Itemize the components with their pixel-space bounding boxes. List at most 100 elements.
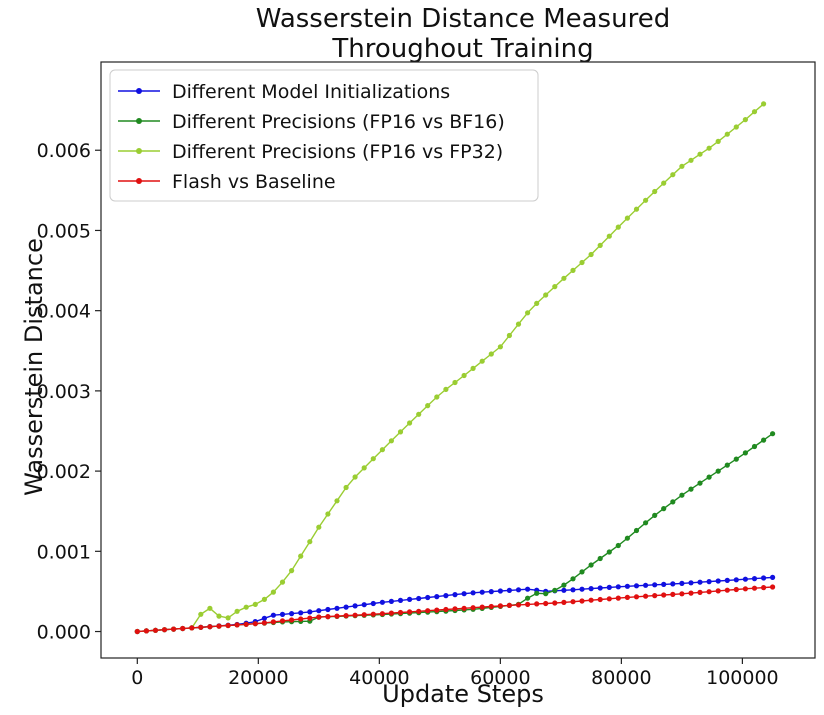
data-point [352,474,358,480]
y-tick-label: 0.006 [37,140,91,162]
data-point [615,542,621,549]
data-point [679,492,685,498]
legend: Different Model Initializations Different… [109,69,539,202]
data-point [606,584,612,591]
data-point [742,576,749,582]
data-point [742,450,749,456]
series-line [137,433,774,633]
data-point [652,512,658,519]
data-point [488,603,494,610]
data-point [171,626,177,632]
data-point [388,598,394,605]
y-tick-label: 0.001 [37,541,91,563]
data-point [652,188,658,195]
data-point [724,131,730,137]
legend-swatch-marker [136,118,142,124]
legend-label: Different Precisions (FP16 vs BF16) [172,111,505,133]
data-point [670,591,676,598]
legend-label: Different Model Initializations [172,81,450,103]
chart-title-line-1: Wasserstein Distance Measured [255,4,671,34]
data-point [579,259,585,266]
data-point [261,596,267,603]
data-point [751,109,758,115]
data-point [379,611,385,617]
data-point [307,609,313,615]
data-point [334,605,340,611]
y-tick-label: 0.004 [37,301,91,323]
data-point [706,589,712,595]
data-point [724,587,730,593]
data-point [370,600,376,607]
data-point [597,585,603,591]
data-point [661,180,667,186]
data-point [506,602,512,609]
data-point [661,581,667,588]
legend-label: Flash vs Baseline [172,171,336,193]
y-tick-label: 0.005 [37,220,91,242]
data-point [770,574,776,581]
data-point [715,468,721,474]
data-point [234,608,240,614]
data-point [552,587,558,594]
data-point [770,584,776,590]
data-point [497,588,503,594]
data-point [706,145,712,151]
data-point [715,588,721,594]
data-point [416,411,422,417]
data-point [143,628,149,634]
data-point [361,602,367,608]
data-point [443,606,449,613]
data-point [742,117,749,123]
data-point [234,622,240,628]
data-point [525,595,531,601]
data-point [697,480,703,486]
data-point [643,520,649,526]
data-point [279,579,286,585]
data-point [733,124,739,130]
data-point [388,610,394,616]
data-point [670,499,676,505]
x-tick-label: 100000 [706,667,779,689]
data-point [670,581,676,587]
data-point [180,625,186,632]
data-point [706,579,712,585]
data-point [624,215,631,221]
data-point [515,587,522,593]
data-point [252,601,258,608]
data-point [761,101,767,107]
data-point [416,595,422,602]
data-point [270,619,276,625]
data-point [289,611,295,617]
data-point [407,609,413,615]
series-2 [134,431,776,635]
data-point [561,275,567,281]
chart-title-line-2: Throughout Training [332,34,594,64]
data-point [316,608,322,614]
data-point [633,594,640,600]
legend-label: Different Precisions (FP16 vs FP32) [172,141,503,163]
data-point [243,621,249,627]
data-point [370,611,376,617]
data-point [343,484,349,491]
y-tick-label: 0.000 [37,622,91,644]
data-point [661,506,667,512]
data-point [443,386,449,392]
data-point [334,613,340,619]
data-point [479,589,485,595]
x-tick-label: 40000 [349,667,409,689]
data-point [506,332,512,339]
data-point [407,420,413,426]
data-point [497,603,503,609]
data-point [261,620,267,626]
data-point [742,586,749,592]
data-point [207,624,213,630]
data-point [434,394,440,400]
data-point [334,498,340,504]
data-point [397,429,404,435]
data-point [543,591,549,597]
data-point [715,138,721,144]
data-point [706,474,712,480]
data-point [479,604,485,610]
data-point [570,267,576,273]
